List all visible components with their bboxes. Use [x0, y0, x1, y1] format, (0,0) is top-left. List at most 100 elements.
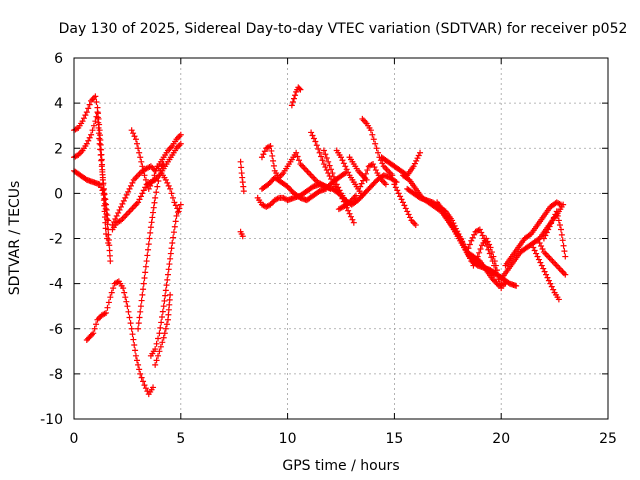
data-point	[151, 199, 158, 206]
data-point	[322, 164, 329, 171]
data-point	[108, 289, 115, 296]
series-trace-32	[502, 199, 565, 269]
data-point	[134, 357, 141, 364]
data-point	[399, 199, 406, 206]
data-point	[479, 232, 486, 239]
data-point	[140, 286, 147, 293]
series-trace-25	[391, 181, 419, 228]
data-point	[159, 162, 166, 169]
data-point	[104, 304, 111, 311]
data-point	[270, 157, 277, 164]
data-point	[546, 223, 553, 230]
data-point	[110, 285, 117, 292]
data-point	[148, 179, 155, 186]
data-point	[326, 162, 333, 169]
y-tick-label: -2	[49, 232, 63, 248]
data-point	[146, 235, 153, 242]
data-point	[162, 325, 169, 332]
data-point	[128, 325, 135, 332]
data-point	[131, 341, 138, 348]
x-tick-label: 5	[176, 431, 185, 447]
data-point	[164, 179, 171, 186]
data-point	[543, 271, 550, 278]
data-point	[136, 366, 143, 373]
series-trace-6	[109, 140, 184, 233]
data-point	[103, 216, 110, 223]
series-trace-21	[346, 154, 370, 183]
data-point	[558, 201, 565, 208]
data-point	[173, 212, 180, 219]
data-point	[471, 259, 478, 266]
data-point	[135, 361, 142, 368]
data-point	[360, 177, 367, 184]
data-point	[97, 152, 104, 159]
data-point	[141, 382, 148, 389]
data-point	[131, 133, 138, 140]
data-point	[270, 162, 277, 169]
series-trace-23	[357, 161, 389, 190]
data-point	[320, 161, 327, 168]
data-point	[138, 374, 145, 381]
series-trace-33	[530, 244, 562, 303]
data-point	[138, 158, 145, 165]
data-point	[145, 241, 152, 248]
x-tick-label: 20	[492, 431, 510, 447]
data-point	[166, 261, 173, 268]
data-point	[97, 146, 104, 153]
data-point	[535, 256, 542, 263]
data-point	[159, 308, 166, 315]
y-tick-label: -6	[49, 322, 63, 338]
data-point	[98, 184, 105, 191]
series-trace-10	[152, 291, 174, 368]
data-point	[332, 177, 339, 184]
data-point	[167, 255, 174, 262]
data-point	[113, 212, 120, 219]
data-point	[119, 200, 126, 207]
data-point	[129, 179, 136, 186]
data-point	[295, 157, 302, 164]
data-point	[90, 122, 97, 129]
data-point	[362, 170, 369, 177]
y-tick-label: -8	[49, 367, 63, 383]
data-point	[494, 271, 501, 278]
data-point	[346, 210, 353, 217]
data-point	[138, 297, 145, 304]
series-trace-3	[71, 167, 114, 265]
data-point	[498, 285, 505, 292]
x-tick-label: 15	[385, 431, 403, 447]
data-point	[105, 299, 112, 306]
data-point	[531, 247, 538, 254]
data-point	[350, 219, 357, 226]
data-point	[530, 244, 537, 251]
data-point	[315, 146, 322, 153]
data-point	[540, 265, 547, 272]
data-point	[417, 149, 424, 156]
data-point	[148, 219, 155, 226]
data-point	[357, 183, 364, 190]
data-point	[239, 233, 246, 240]
data-point	[308, 129, 315, 136]
data-point	[238, 164, 245, 171]
data-point	[139, 190, 146, 197]
data-point	[398, 196, 405, 203]
data-point	[154, 183, 161, 190]
data-point	[545, 226, 552, 233]
data-point	[106, 247, 113, 254]
data-point	[542, 232, 549, 239]
data-point	[160, 334, 167, 341]
data-point	[288, 102, 295, 109]
data-point	[389, 172, 396, 179]
data-point	[561, 248, 568, 255]
data-point	[562, 253, 569, 260]
data-point	[359, 192, 366, 199]
data-point	[96, 181, 103, 188]
data-point	[136, 314, 143, 321]
data-point	[392, 184, 399, 191]
data-point	[102, 205, 109, 212]
data-point	[164, 271, 171, 278]
data-point	[126, 185, 133, 192]
data-point	[163, 321, 170, 328]
data-point	[143, 258, 150, 265]
data-point	[91, 325, 98, 332]
data-point	[319, 157, 326, 164]
